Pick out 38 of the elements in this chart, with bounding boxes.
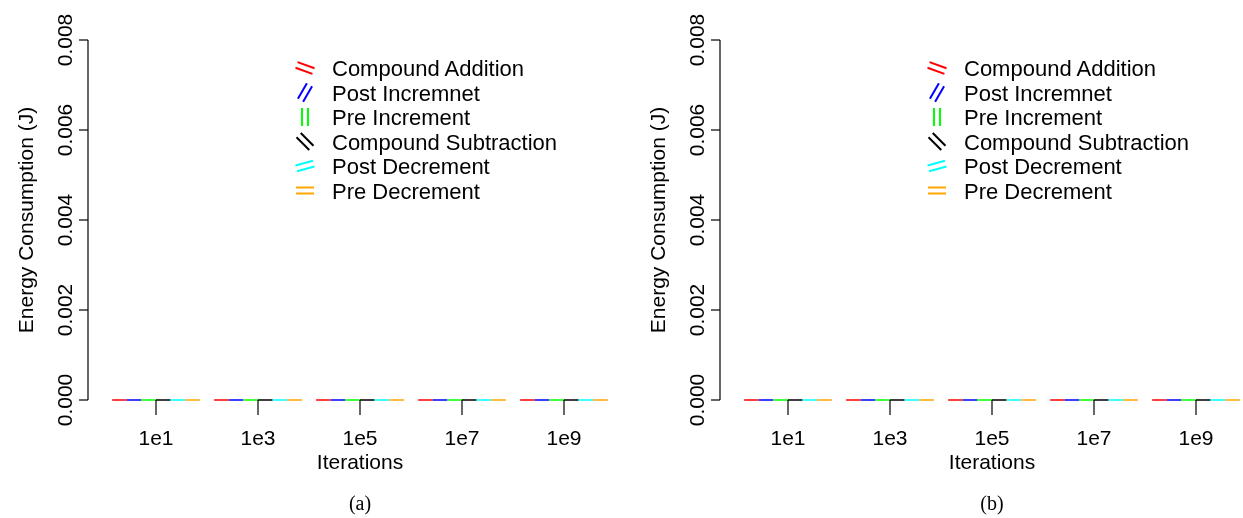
legend-label: Pre Decrement: [332, 178, 480, 204]
y-tick-label: 0.000: [53, 373, 76, 427]
legend-label: Pre Increment: [964, 105, 1103, 130]
y-tick-label: 0.006: [685, 103, 708, 157]
x-tick-label: 1e1: [770, 426, 806, 449]
x-tick-label: 1e9: [1178, 426, 1214, 449]
x-tick-label: 1e5: [974, 426, 1010, 449]
text: (b): [980, 492, 1004, 515]
legend-label: Compound Subtraction: [964, 129, 1190, 155]
legend-label: Post Decrement: [332, 154, 490, 179]
x-tick-label: 1e3: [872, 426, 908, 449]
x-axis-title: Iterations: [948, 450, 1036, 473]
legend-label: Compound Addition: [964, 56, 1157, 81]
legend-label: Compound Subtraction: [332, 129, 558, 155]
y-axis-title: Energy Consumption (J): [14, 106, 37, 334]
text: (a): [348, 492, 372, 515]
y-tick-label: 0.004: [53, 193, 76, 247]
y-axis-title: Energy Consumption (J): [646, 106, 669, 334]
y-tick-label: 0.006: [53, 103, 76, 157]
x-axis-title: Iterations: [316, 450, 404, 473]
legend-label: Post Incremnet: [964, 80, 1112, 106]
y-tick-label: 0.004: [685, 193, 708, 247]
x-tick-label: 1e7: [444, 426, 480, 449]
y-tick-label: 0.008: [685, 13, 708, 67]
x-tick-label: 1e5: [342, 426, 378, 449]
legend-label: Compound Addition: [332, 56, 525, 81]
y-tick-label: 0.000: [685, 373, 708, 427]
y-tick-label: 0.002: [53, 283, 76, 337]
x-tick-label: 1e7: [1076, 426, 1112, 449]
legend-label: Post Decrement: [964, 154, 1122, 179]
y-tick-label: 0.008: [53, 13, 76, 67]
x-tick-label: 1e1: [138, 426, 174, 449]
x-tick-label: 1e3: [240, 426, 276, 449]
y-tick-label: 0.002: [685, 283, 708, 337]
legend-label: Pre Increment: [332, 105, 471, 130]
x-tick-label: 1e9: [546, 426, 582, 449]
legend-label: Post Incremnet: [332, 80, 480, 106]
legend-label: Pre Decrement: [964, 178, 1112, 204]
